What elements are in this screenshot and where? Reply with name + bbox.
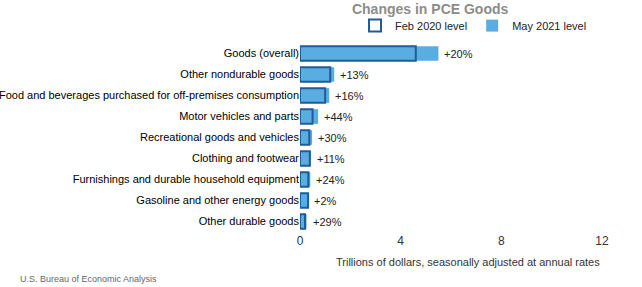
svg-text:+16%: +16% xyxy=(335,90,364,102)
svg-text:Other nondurable goods: Other nondurable goods xyxy=(180,68,299,80)
svg-text:+13%: +13% xyxy=(340,69,369,81)
svg-text:+11%: +11% xyxy=(317,153,345,165)
svg-text:12: 12 xyxy=(595,234,609,248)
svg-text:+20%: +20% xyxy=(444,48,473,60)
svg-text:+2%: +2% xyxy=(314,195,337,207)
svg-text:Clothing and footwear: Clothing and footwear xyxy=(192,152,299,164)
svg-text:Changes in PCE Goods: Changes in PCE Goods xyxy=(352,1,509,17)
svg-text:Feb 2020 level: Feb 2020 level xyxy=(395,20,467,32)
svg-text:Goods (overall): Goods (overall) xyxy=(224,47,299,59)
svg-text:0: 0 xyxy=(297,234,304,248)
svg-text:+44%: +44% xyxy=(324,111,353,123)
svg-text:Recreational goods and vehicle: Recreational goods and vehicles xyxy=(140,131,299,143)
svg-text:Furnishings and durable househ: Furnishings and durable household equipm… xyxy=(73,173,299,185)
svg-text:Trillions of dollars, seasonal: Trillions of dollars, seasonally adjuste… xyxy=(336,256,600,268)
svg-text:May 2021 level: May 2021 level xyxy=(512,20,586,32)
svg-text:+29%: +29% xyxy=(313,216,342,228)
svg-text:+24%: +24% xyxy=(316,174,345,186)
svg-text:8: 8 xyxy=(498,234,505,248)
svg-text:Food and beverages purchased f: Food and beverages purchased for off-pre… xyxy=(0,89,299,101)
svg-text:Other durable goods: Other durable goods xyxy=(199,215,300,227)
svg-text:Motor vehicles and parts: Motor vehicles and parts xyxy=(179,110,299,122)
svg-text:4: 4 xyxy=(397,234,404,248)
svg-text:+30%: +30% xyxy=(318,132,347,144)
svg-text:Gasoline and other energy good: Gasoline and other energy goods xyxy=(136,194,299,206)
svg-text:U.S. Bureau of Economic Analys: U.S. Bureau of Economic Analysis xyxy=(20,274,157,284)
